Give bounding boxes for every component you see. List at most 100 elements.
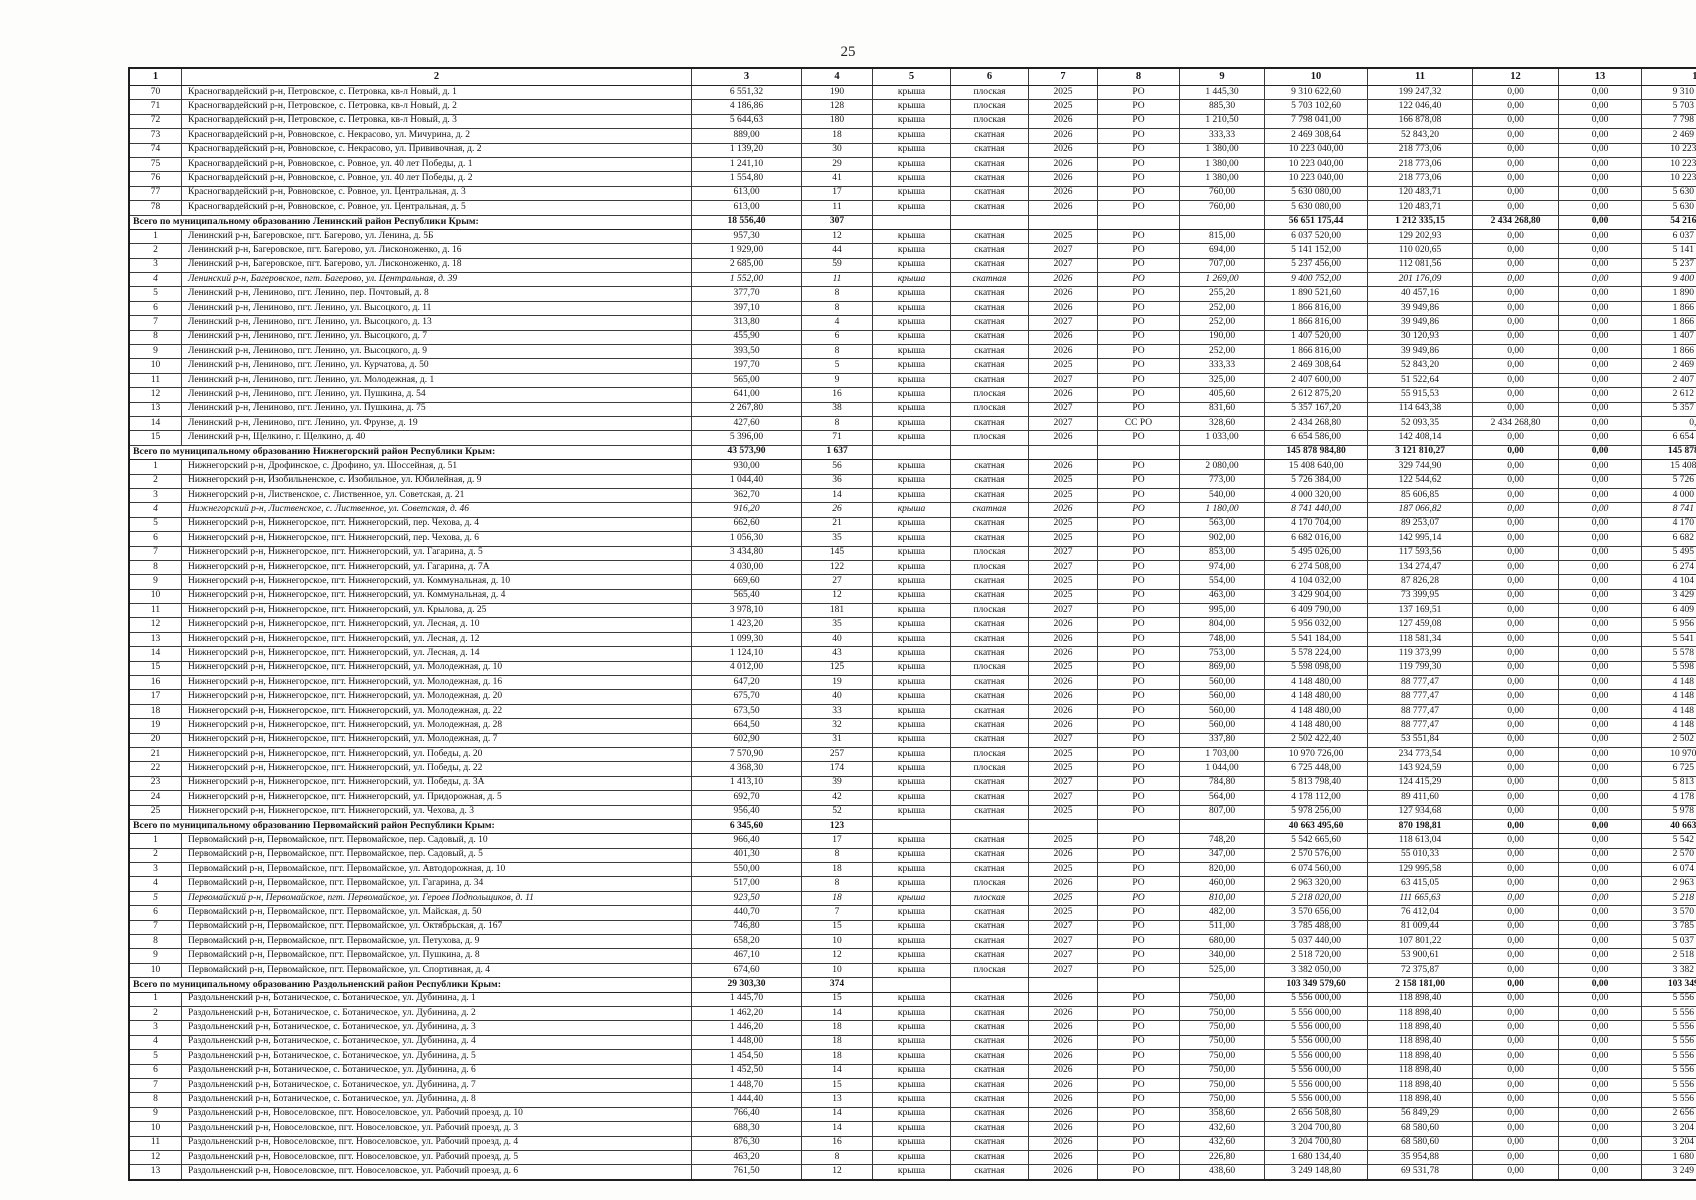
column-header-9: 9 (1179, 67, 1265, 86)
address-cell: Первомайский р-н, Первомайское, пгт. Пер… (181, 847, 692, 864)
header-row: 1234567891011121314 (128, 67, 1696, 86)
address-cell: Красногвардейский р-н, Ровновское, с. Ро… (181, 171, 692, 187)
column-header-11: 11 (1367, 67, 1473, 86)
roof-type-cell: скатная (950, 329, 1029, 346)
col9-value-cell: 707,00 (1179, 257, 1265, 274)
element-cell: крыша (872, 804, 951, 820)
col11-value-cell: 118 898,40 (1367, 1005, 1473, 1022)
col13-value-cell: 0,00 (1558, 128, 1642, 144)
year-cell: 2027 (1028, 603, 1098, 619)
column-header-4: 4 (801, 67, 873, 86)
address-cell: Нижнегорский р-н, Нижнегорское, пгт. Ниж… (181, 531, 692, 547)
table-row: 22 Нижнегорский р-н, Нижнегорское, пгт. Н… (128, 761, 1696, 777)
element-cell: крыша (872, 430, 951, 446)
address-cell: Красногвардейский р-н, Петровское, с. Пе… (181, 84, 692, 101)
col11-value-cell: 118 613,04 (1367, 833, 1473, 849)
col14-value-cell: 3 249 148,80 (1641, 1164, 1696, 1181)
element-cell: крыша (872, 991, 951, 1008)
col9-value-cell: 760,00 (1179, 185, 1265, 202)
col14-value-cell: 5 556 000,00 (1641, 1020, 1696, 1036)
col14-value-cell: 2 518 720,00 (1641, 948, 1696, 964)
col13-value-cell: 0,00 (1558, 1020, 1642, 1036)
table-row: 7 Первомайский р-н, Первомайское, пгт. Пе… (128, 919, 1696, 936)
roof-type-cell: скатная (950, 617, 1029, 633)
year-cell: 2025 (1028, 84, 1098, 101)
address-cell: Красногвардейский р-н, Петровское, с. Пе… (181, 113, 692, 130)
area-cell: 440,70 (691, 905, 802, 921)
row-number-cell: 5 (128, 286, 182, 302)
col10-value-cell: 5 141 152,00 (1264, 243, 1368, 259)
col11-value-cell: 166 878,08 (1367, 113, 1473, 130)
area-cell: 4 186,86 (691, 99, 802, 115)
col12-value-cell: 0,00 (1472, 1034, 1559, 1051)
col10-value-cell: 4 148 480,00 (1264, 703, 1368, 720)
col10-value-cell: 6 725 448,00 (1264, 761, 1368, 777)
col10-value-cell: 1 890 521,60 (1264, 286, 1368, 302)
col12-value-cell: 0,00 (1472, 1092, 1559, 1108)
row-number-cell: 13 (128, 631, 182, 648)
basis-cell: РО (1097, 315, 1180, 331)
area-cell: 1 448,70 (691, 1077, 802, 1094)
col10-value-cell: 56 651 175,44 (1264, 214, 1368, 230)
row-number-cell: 8 (128, 934, 182, 950)
col12-value-cell: 0,00 (1472, 372, 1559, 389)
apartment-count-cell: 30 (801, 142, 873, 158)
col13-value-cell: 0,00 (1558, 99, 1642, 115)
table-row: 12 Раздольненский р-н, Новоселовское, пгт… (128, 1149, 1696, 1166)
roof-type-cell: скатная (950, 862, 1029, 878)
col12-value-cell: 0,00 (1472, 919, 1559, 936)
col10-value-cell: 2 407 600,00 (1264, 372, 1368, 389)
col11-value-cell: 187 066,82 (1367, 502, 1473, 518)
col11-value-cell: 68 580,60 (1367, 1135, 1473, 1151)
element-cell: крыша (872, 516, 951, 533)
apartment-count-cell: 16 (801, 387, 873, 403)
col11-value-cell: 87 826,28 (1367, 574, 1473, 590)
roof-type-cell: плоская (950, 387, 1029, 403)
col11-value-cell: 40 457,16 (1367, 286, 1473, 302)
basis-cell: РО (1097, 675, 1180, 691)
apartment-count-cell: 15 (801, 919, 873, 936)
year-cell: 2027 (1028, 775, 1098, 792)
apartment-count-cell: 11 (801, 200, 873, 216)
col11-value-cell: 89 411,60 (1367, 790, 1473, 806)
address-cell: Ленинский р-н, Багеровское, пгт. Багеров… (181, 257, 692, 274)
col9-value-cell: 820,00 (1179, 862, 1265, 878)
col14-value-cell: 40 663 495,60 (1641, 818, 1696, 835)
area-cell: 613,00 (691, 200, 802, 216)
col9-value-cell: 358,60 (1179, 1106, 1265, 1123)
year-cell: 2025 (1028, 862, 1098, 878)
basis-cell: РО (1097, 459, 1180, 475)
col14-value-cell: 5 556 000,00 (1641, 1034, 1696, 1051)
col12-value-cell: 0,00 (1472, 1121, 1559, 1137)
col9-value-cell: 328,60 (1179, 415, 1265, 432)
col12-value-cell: 2 434 268,80 (1472, 415, 1559, 432)
col11-value-cell: 137 169,51 (1367, 603, 1473, 619)
address-cell: Раздольненский р-н, Ботаническое, с. Бот… (181, 1077, 692, 1094)
col13-value-cell: 0,00 (1558, 1149, 1642, 1166)
col12-value-cell: 0,00 (1472, 430, 1559, 446)
apartment-count-cell: 12 (801, 228, 873, 245)
year-cell (1028, 214, 1098, 230)
table-row: 24 Нижнегорский р-н, Нижнегорское, пгт. Н… (128, 790, 1696, 806)
address-cell: Нижнегорский р-н, Нижнегорское, пгт. Ниж… (181, 689, 692, 705)
address-cell: Нижнегорский р-н, Нижнегорское, пгт. Ниж… (181, 718, 692, 734)
col14-value-cell: 5 726 384,00 (1641, 473, 1696, 489)
col14-value-cell: 5 556 000,00 (1641, 1077, 1696, 1094)
col9-value-cell: 869,00 (1179, 660, 1265, 677)
col9-value-cell: 432,60 (1179, 1135, 1265, 1151)
col12-value-cell: 0,00 (1472, 99, 1559, 115)
col13-value-cell: 0,00 (1558, 559, 1642, 576)
col10-value-cell: 3 429 904,00 (1264, 588, 1368, 605)
basis-cell: РО (1097, 703, 1180, 720)
address-cell: Раздольненский р-н, Ботаническое, с. Бот… (181, 1049, 692, 1065)
col10-value-cell: 2 518 720,00 (1264, 948, 1368, 964)
col10-value-cell: 4 148 480,00 (1264, 675, 1368, 691)
apartment-count-cell: 374 (801, 977, 873, 993)
col12-value-cell: 0,00 (1472, 574, 1559, 590)
row-number-cell: 6 (128, 1063, 182, 1079)
col10-value-cell: 6 074 560,00 (1264, 862, 1368, 878)
col11-value-cell: 53 900,61 (1367, 948, 1473, 964)
year-cell: 2026 (1028, 286, 1098, 302)
apartment-count-cell: 27 (801, 574, 873, 590)
year-cell: 2026 (1028, 1106, 1098, 1123)
